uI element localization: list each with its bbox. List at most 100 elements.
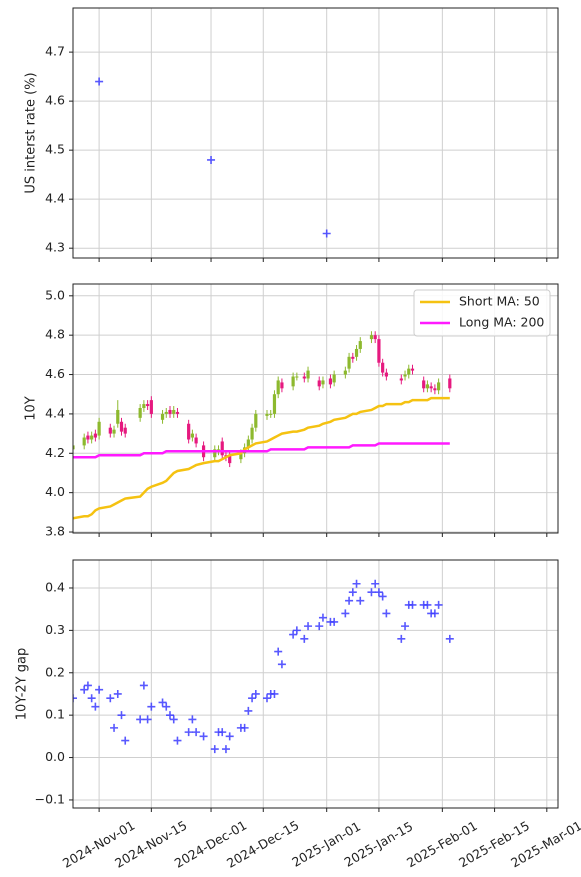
- y-tick-label: 0.4: [45, 579, 65, 594]
- candle-body: [269, 413, 273, 415]
- candle-body: [108, 427, 112, 434]
- scatter-point: [244, 706, 253, 715]
- ma-line: [73, 442, 450, 459]
- scatter-point: [139, 681, 148, 690]
- scatter-point: [348, 588, 357, 597]
- scatter-point: [158, 698, 167, 707]
- y-tick-label: −0.1: [35, 791, 65, 806]
- scatter-point: [274, 647, 283, 656]
- y-tick-label: 0.2: [45, 664, 65, 679]
- legend-label: Short MA: 50: [459, 294, 540, 309]
- candle-body: [119, 421, 124, 432]
- candle-body: [291, 376, 295, 387]
- candle-body: [228, 455, 232, 464]
- candle-body: [149, 400, 153, 414]
- scatter-point: [423, 600, 432, 609]
- axes-frame: [72, 559, 559, 809]
- scatter-point: [218, 728, 227, 737]
- y-tick-label: 3.8: [45, 524, 65, 539]
- axes-frame: [72, 7, 559, 259]
- candle-body: [384, 372, 388, 377]
- scatter-point: [240, 723, 249, 732]
- scatter-point: [356, 596, 365, 605]
- candle-body: [190, 433, 194, 438]
- scatter-point: [292, 626, 301, 635]
- candle-body: [160, 413, 165, 420]
- scatter-point: [192, 728, 201, 737]
- candle-body: [422, 380, 426, 389]
- y-tick-label: 5.0: [45, 287, 65, 302]
- y-axis-label: 10Y: [24, 396, 39, 421]
- scatter-point: [87, 694, 96, 703]
- scatter-point: [166, 711, 174, 720]
- candle-body: [276, 380, 280, 395]
- candle-body: [220, 441, 224, 456]
- scatter-point: [169, 715, 178, 724]
- candle-body: [381, 362, 385, 373]
- scatter-point: [221, 745, 230, 754]
- scatter-point: [251, 689, 260, 698]
- candle-body: [407, 368, 411, 375]
- candle-body: [410, 368, 415, 371]
- candle-body: [239, 453, 243, 460]
- candle-body: [213, 449, 217, 458]
- scatter-point: [300, 634, 309, 643]
- scatter-point: [207, 155, 216, 164]
- scatter-point: [95, 685, 104, 694]
- scatter-point: [270, 689, 279, 698]
- scatter-point: [184, 728, 193, 737]
- candle-body: [254, 413, 258, 428]
- scatter-point: [210, 745, 219, 754]
- scatter-point: [352, 579, 361, 588]
- candle-body: [272, 394, 277, 414]
- candle-body: [112, 429, 116, 434]
- scatter-point: [113, 689, 122, 698]
- scatter-point: [80, 685, 89, 694]
- y-axis-label: US interst rate (%): [24, 72, 39, 193]
- scatter-point: [367, 588, 376, 597]
- scatter-point: [225, 732, 234, 741]
- scatter-point: [397, 634, 406, 643]
- scatter-point: [434, 600, 443, 609]
- scatter-point: [445, 634, 454, 643]
- scatter-point: [248, 694, 257, 703]
- candle-body: [429, 386, 433, 389]
- candle-body: [332, 374, 336, 383]
- scatter-point: [136, 715, 145, 724]
- candle-body: [317, 380, 321, 387]
- scatter-point: [408, 600, 417, 609]
- scatter-point: [117, 711, 126, 720]
- candle-body: [138, 408, 142, 418]
- y-tick-label: 4.0: [45, 484, 65, 499]
- candle-body: [97, 421, 101, 436]
- scatter-point: [341, 609, 350, 618]
- candle-body: [164, 411, 168, 414]
- scatter-point: [110, 723, 119, 732]
- candle-body: [194, 437, 198, 444]
- scatter-point: [199, 732, 208, 741]
- candle-body: [265, 413, 269, 416]
- scatter-point: [143, 715, 152, 724]
- scatter-point: [430, 609, 439, 618]
- candle-body: [187, 423, 191, 440]
- candle-body: [433, 388, 437, 391]
- scatter-point: [263, 694, 271, 703]
- candle-body: [403, 374, 407, 377]
- scatter-point: [83, 681, 92, 690]
- y-tick-label: 0.3: [45, 622, 65, 637]
- candle-body: [328, 378, 333, 385]
- y-tick-label: 4.5: [45, 142, 65, 157]
- scatter-point: [401, 622, 410, 631]
- y-tick-label: 0.1: [45, 707, 65, 722]
- y-tick-label: 4.7: [45, 44, 65, 59]
- ma-line: [73, 396, 450, 520]
- candle-body: [295, 376, 299, 378]
- plot-area: [95, 77, 331, 238]
- y-tick-label: 4.4: [45, 405, 65, 420]
- candle-body: [302, 376, 306, 379]
- scatter-point: [315, 622, 324, 631]
- scatter-point: [382, 609, 391, 618]
- candle-body: [90, 435, 94, 440]
- y-tick-label: 4.8: [45, 327, 65, 342]
- scatter-point: [162, 702, 171, 711]
